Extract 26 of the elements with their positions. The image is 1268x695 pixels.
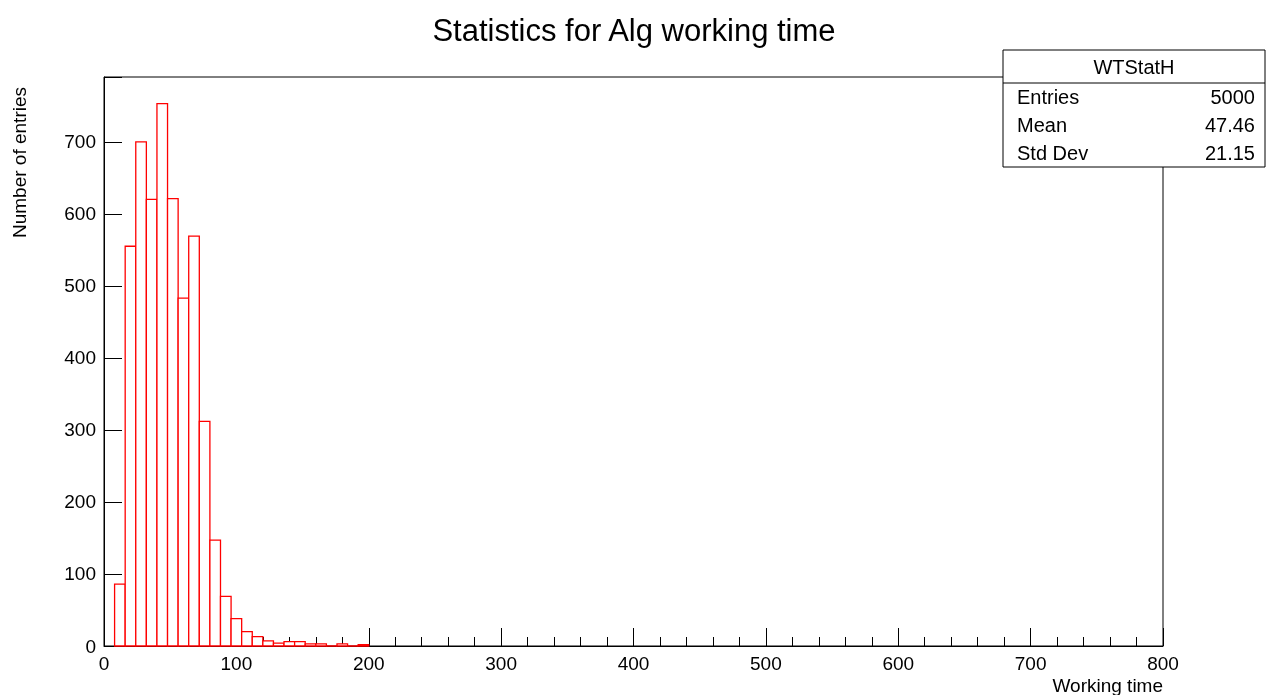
annotation: Entries: [1017, 86, 1080, 108]
annotation: Std Dev: [1017, 142, 1089, 164]
y-tick-label: 300: [64, 419, 96, 441]
x-tick-label: 100: [220, 653, 253, 674]
y-tick-label: 600: [64, 203, 96, 225]
y-tick-label: 100: [64, 563, 96, 585]
text: 47.46: [1204, 114, 1255, 136]
x-tick-label: 200: [352, 653, 385, 674]
text: 21.15: [1204, 142, 1255, 164]
y-tick-label: 0: [85, 635, 96, 657]
annotation: WTStatH: [1093, 56, 1175, 78]
x-tick-label: 0: [98, 653, 110, 674]
x-tick-label: 500: [750, 653, 782, 674]
y-tick-label: 400: [64, 347, 96, 369]
annotation: Mean: [1017, 114, 1068, 136]
x-tick-label: 300: [485, 653, 517, 674]
chart-title: Statistics for Alg working time: [432, 13, 836, 48]
x-tick-label: 800: [1147, 653, 1179, 674]
y-tick-label: 200: [64, 491, 96, 513]
text: 5000: [1210, 86, 1255, 108]
x-tick-label: 700: [1014, 653, 1047, 674]
y-tick-label: 500: [64, 275, 96, 297]
x-tick-label: 600: [882, 653, 915, 674]
x-tick-label: 400: [617, 653, 650, 674]
y-tick-label: 700: [64, 131, 96, 153]
y-axis-title: Number of entries: [9, 86, 30, 239]
